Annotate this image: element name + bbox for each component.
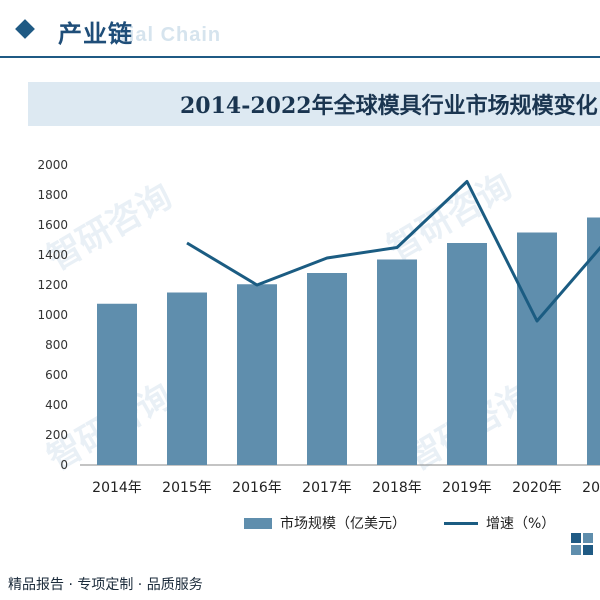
x-tick-label: 2017年: [302, 480, 352, 496]
legend-bar-label: 市场规模（亿美元）: [280, 516, 406, 532]
footer-slogan: 精品报告 · 专项定制 · 品质服务: [8, 577, 203, 593]
y-tick-label: 600: [45, 368, 68, 382]
bar: [97, 303, 137, 465]
bar: [167, 292, 207, 465]
y-tick-label: 1800: [37, 188, 68, 202]
section-header: rial Chain 产业链: [0, 0, 600, 62]
chart-legend: 市场规模（亿美元） 增速（%）: [0, 508, 600, 538]
y-tick-label: 1200: [37, 278, 68, 292]
y-tick-label: 1000: [37, 308, 68, 322]
chart-title: 2014-2022年全球模具行业市场规模变化: [180, 93, 598, 119]
legend-bar-swatch: [244, 518, 272, 529]
section-title: 产业链: [58, 20, 133, 48]
bar: [307, 273, 347, 465]
bar: [377, 259, 417, 465]
x-tick-label: 2021年: [582, 480, 600, 496]
y-tick-label: 200: [45, 428, 68, 442]
header-divider: [0, 56, 600, 58]
y-tick-label: 2000: [37, 158, 68, 172]
legend-line-swatch: [444, 522, 478, 525]
x-tick-label: 2016年: [232, 480, 282, 496]
y-tick-label: 800: [45, 338, 68, 352]
legend-line-label: 增速（%）: [486, 516, 556, 532]
x-tick-label: 2015年: [162, 480, 212, 496]
x-tick-label: 2019年: [442, 480, 492, 496]
x-tick-label: 2018年: [372, 480, 422, 496]
y-tick-label: 1600: [37, 218, 68, 232]
y-tick-label: 1400: [37, 248, 68, 262]
company-logo-icon: [571, 533, 593, 555]
y-tick-label: 400: [45, 398, 68, 412]
bar: [517, 232, 557, 465]
x-tick-label: 2014年: [92, 480, 142, 496]
bar: [237, 284, 277, 465]
chart-title-band: [28, 82, 600, 126]
y-tick-label: 0: [60, 458, 68, 472]
bar: [587, 217, 600, 465]
header-watermark: rial Chain: [120, 24, 222, 46]
bar: [447, 243, 487, 465]
x-tick-label: 2020年: [512, 480, 562, 496]
